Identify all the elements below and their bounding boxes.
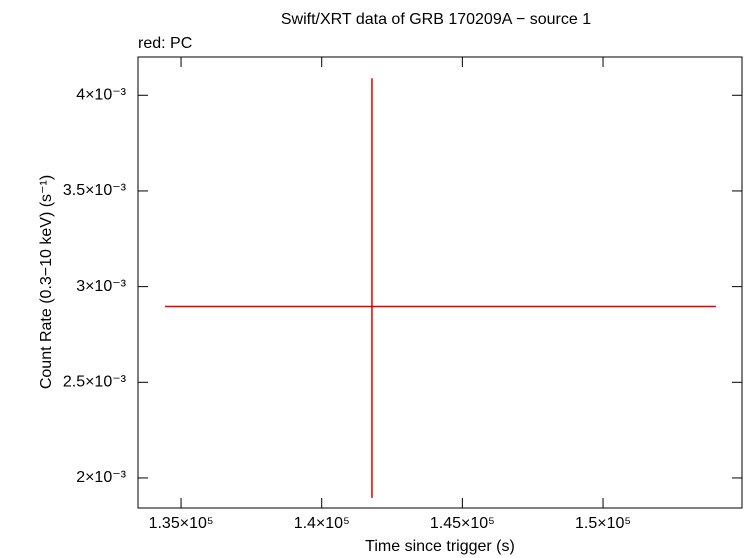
y-tick-label: 3.5×10⁻³	[63, 182, 127, 199]
x-tick-label: 1.45×10⁵	[430, 515, 495, 532]
y-tick-label: 4×10⁻³	[76, 86, 126, 103]
y-axis-label: Count Rate (0.3−10 keV) (s⁻¹)	[38, 175, 55, 389]
plot-frame	[137, 56, 743, 509]
y-tick-label: 2×10⁻³	[76, 469, 126, 486]
chart-title: Swift/XRT data of GRB 170209A − source 1	[281, 11, 591, 28]
y-tick-label: 2.5×10⁻³	[63, 374, 127, 391]
x-tick-label: 1.35×10⁵	[149, 515, 214, 532]
x-tick-label: 1.5×10⁵	[575, 515, 631, 532]
y-tick-label: 3×10⁻³	[76, 278, 126, 295]
x-tick-label: 1.4×10⁵	[294, 515, 350, 532]
chart-subtitle: red: PC	[138, 35, 192, 52]
x-axis-label: Time since trigger (s)	[365, 538, 515, 555]
